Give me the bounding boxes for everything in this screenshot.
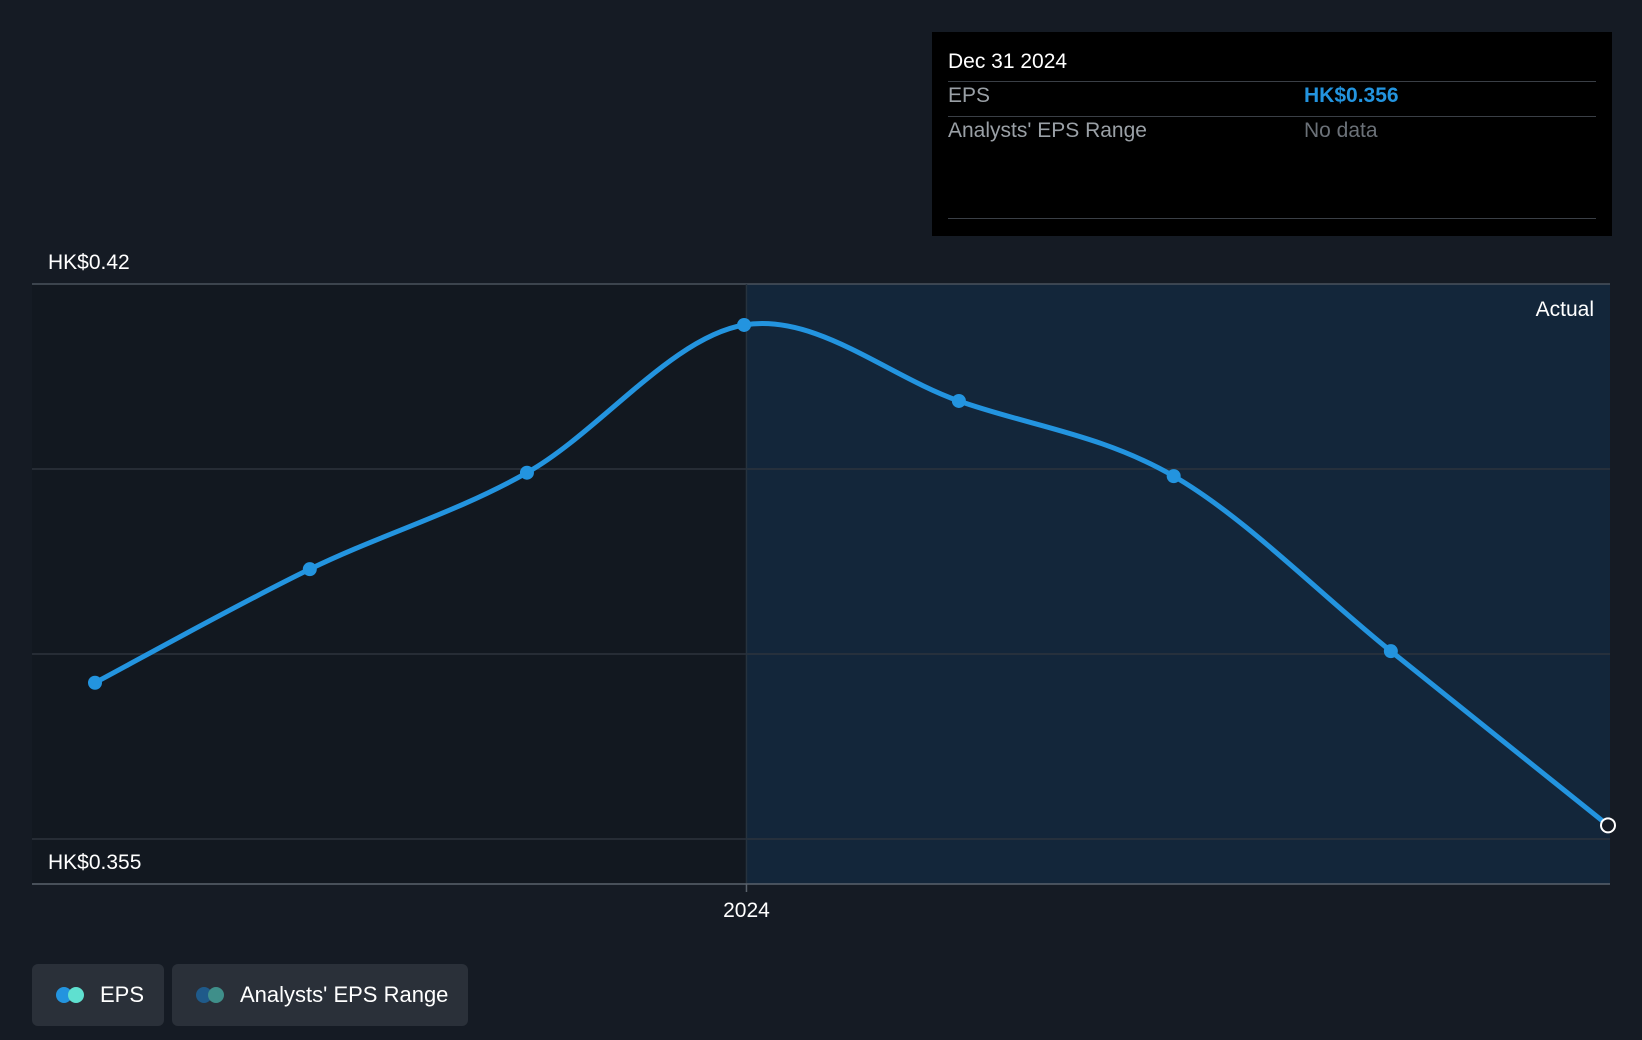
eps-point — [519, 465, 534, 480]
tooltip-range-label: Analysts' EPS Range — [948, 119, 1147, 142]
data-tooltip: Dec 31 2024 EPS HK$0.356 Analysts' EPS R… — [932, 32, 1612, 236]
eps-point — [951, 393, 966, 408]
tooltip-divider — [948, 116, 1596, 117]
eps-point — [1600, 817, 1616, 834]
range-legend-icon — [196, 987, 228, 1003]
legend-item-analysts-range[interactable]: Analysts' EPS Range — [172, 964, 468, 1026]
y-tick-label: HK$0.355 — [48, 851, 141, 874]
y-tick-label: HK$0.42 — [48, 251, 130, 274]
eps-series-line — [93, 321, 1610, 828]
eps-point — [1383, 644, 1398, 659]
tooltip-eps-label: EPS — [948, 84, 991, 107]
past-region-background — [32, 284, 747, 884]
legend-item-eps[interactable]: EPS — [32, 964, 164, 1026]
eps-point — [737, 317, 752, 332]
tooltip-eps-value: HK$0.356 — [1304, 84, 1399, 107]
eps-point — [1166, 469, 1181, 484]
eps-points — [88, 317, 1616, 834]
gridlines — [32, 283, 1610, 884]
tooltip-divider — [948, 218, 1596, 219]
x-tick-label: 2024 — [723, 899, 770, 922]
tooltip-range-value: No data — [1304, 119, 1378, 142]
axis-labels: HK$0.42 HK$0.355 2024 Actual — [48, 251, 1594, 922]
actual-region-label: Actual — [1536, 298, 1594, 321]
legend-label-analysts-range: Analysts' EPS Range — [240, 982, 449, 1007]
legend-label-eps: EPS — [100, 982, 145, 1007]
actual-region-background — [746, 284, 1610, 884]
tooltip-divider — [948, 81, 1596, 82]
eps-point — [88, 675, 102, 690]
tooltip-date: Dec 31 2024 — [948, 50, 1068, 73]
axes — [32, 883, 1610, 892]
eps-legend-icon — [56, 987, 88, 1003]
eps-point — [302, 562, 317, 577]
